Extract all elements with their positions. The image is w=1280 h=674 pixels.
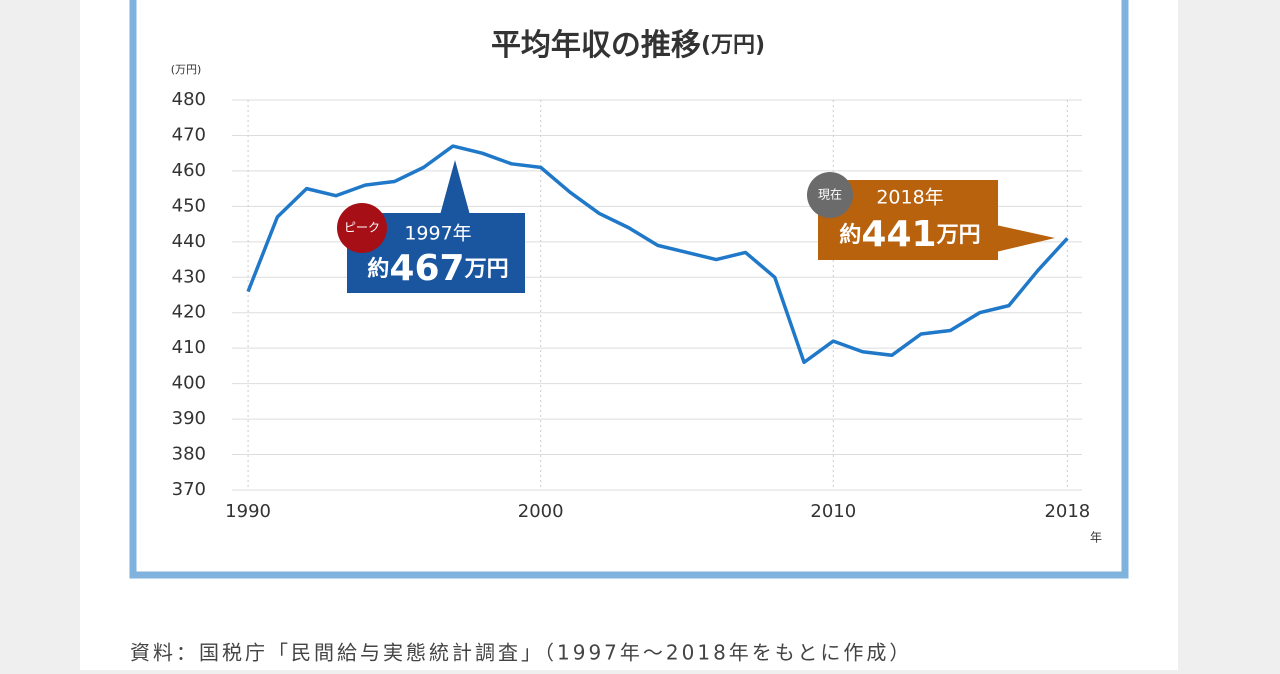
- badge: [807, 172, 853, 218]
- y-tick-label: 370: [172, 479, 206, 500]
- chart-title: 平均年収の推移: [491, 28, 701, 63]
- y-tick-label: 450: [172, 195, 206, 216]
- callout-value: 467: [389, 248, 464, 289]
- callout-prefix: 約: [839, 222, 861, 248]
- callout-now: 現在 2018年 約441万円: [807, 172, 1055, 260]
- badge-label: ピーク: [344, 221, 380, 235]
- y-tick-label: 410: [172, 337, 206, 358]
- chart-frame: [129, 0, 1129, 579]
- callout-peak: ピーク 1997年 約467万円: [337, 160, 525, 293]
- callout-unit: 万円: [464, 257, 509, 282]
- y-tick-label: 470: [172, 124, 206, 145]
- x-tick-label: 2000: [518, 501, 564, 522]
- y-tick-label: 400: [172, 373, 206, 394]
- y-tick-label: 430: [172, 266, 206, 287]
- x-unit: 年: [1090, 531, 1102, 545]
- source: 資料：国税庁「民間給与実態統計調査」（1997年～2018年をもとに作成）: [130, 641, 912, 665]
- callout-year: 2018年: [876, 187, 943, 209]
- callout-pointer: [996, 225, 1055, 252]
- callout-unit: 万円: [936, 223, 981, 248]
- badge-label: 現在: [818, 188, 842, 202]
- y-tick-label: 460: [172, 160, 206, 181]
- x-tick-label: 1990: [225, 501, 271, 522]
- callout-value-group: 約467万円: [367, 248, 508, 289]
- y-tick-label: 480: [172, 89, 206, 110]
- callout-prefix: 約: [367, 256, 389, 282]
- callout-value: 441: [861, 214, 936, 255]
- x-tick-label: 2018: [1044, 501, 1090, 522]
- badge: [337, 203, 387, 253]
- data-line: [246, 144, 1069, 365]
- y-tick-label: 380: [172, 444, 206, 465]
- x-tick-label: 2010: [810, 501, 856, 522]
- chart-title-group: 平均年収の推移(万円): [491, 28, 765, 63]
- y-tick-label: 390: [172, 408, 206, 429]
- y-unit: (万円): [171, 63, 202, 76]
- callout-value-group: 約441万円: [839, 214, 980, 255]
- y-tick-label: 420: [172, 302, 206, 323]
- chart-title-unit: (万円): [701, 33, 765, 58]
- callout-pointer: [440, 160, 470, 215]
- y-tick-label: 440: [172, 231, 206, 252]
- callout-year: 1997年: [404, 223, 471, 245]
